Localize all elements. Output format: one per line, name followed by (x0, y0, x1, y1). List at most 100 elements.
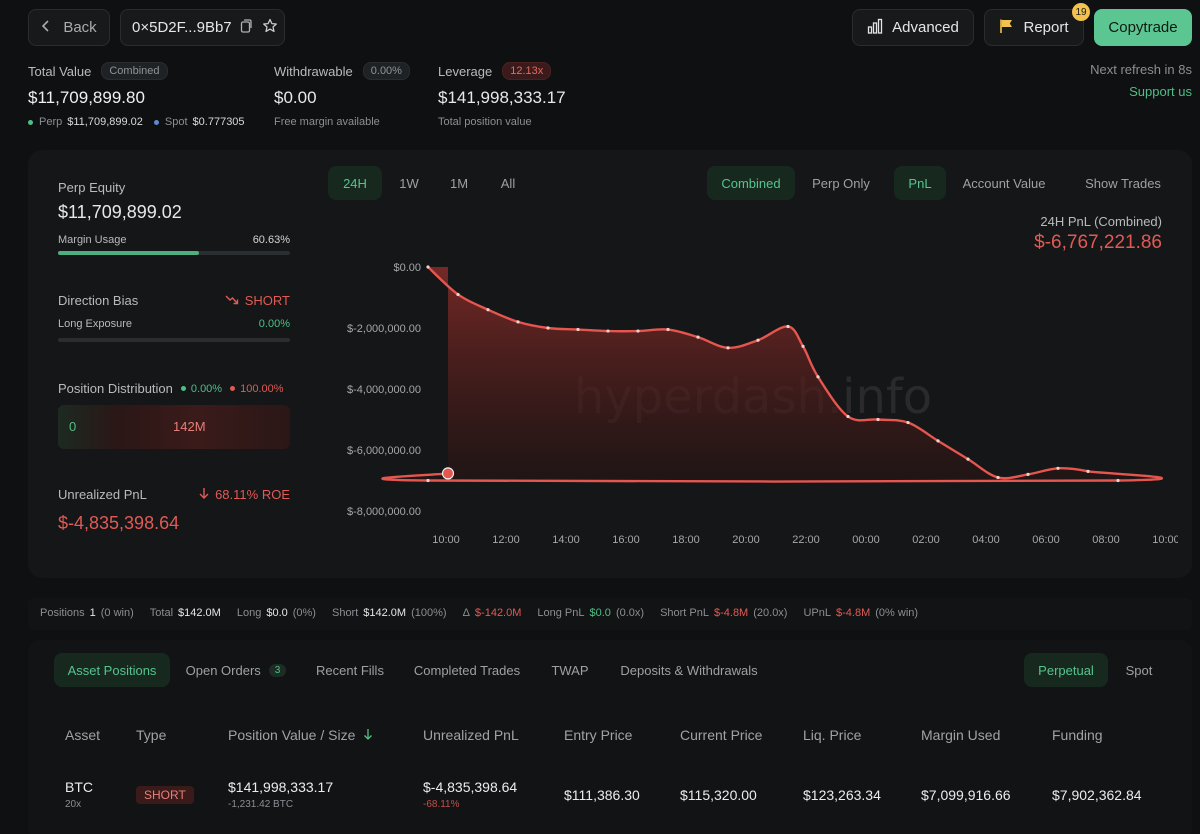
long-exposure-bar (58, 338, 290, 342)
row-leverage: 20x (65, 799, 82, 810)
col-liq-price[interactable]: Liq. Price (803, 727, 862, 743)
range-1w[interactable]: 1W (399, 175, 419, 191)
pnl-point (756, 338, 760, 342)
pnl-point (846, 414, 850, 419)
unrealized-pnl-label: Unrealized PnL (58, 487, 147, 502)
col-entry-price[interactable]: Entry Price (564, 727, 633, 743)
tab-recent-fills[interactable]: Recent Fills (316, 662, 384, 678)
col-unrealized-pnl[interactable]: Unrealized PnL (423, 727, 519, 743)
y-tick-label: $-6,000,000.00 (347, 445, 421, 457)
x-tick-label: 08:00 (1092, 534, 1120, 546)
pnl-point (426, 478, 430, 483)
tab-asset-positions[interactable]: Asset Positions (54, 653, 170, 687)
leverage-value: $141,998,333.17 (438, 88, 566, 107)
pnl-point (966, 457, 970, 461)
metric-pnl[interactable]: PnL (894, 166, 946, 200)
pnl-endpoint[interactable] (441, 467, 455, 480)
stat-short-pnl-x: (20.0x) (753, 607, 788, 619)
col-funding[interactable]: Funding (1052, 727, 1103, 743)
advanced-button[interactable]: Advanced (852, 9, 974, 46)
tab-open-orders[interactable]: Open Orders 3 (180, 653, 292, 687)
x-tick-label: 12:00 (492, 534, 520, 546)
perp-dot (28, 119, 33, 125)
stats-row: Positions 1 (0 win) Total $142.0M Long $… (40, 607, 918, 619)
withdrawable-label: Withdrawable (274, 63, 353, 79)
pnl-point (876, 417, 880, 422)
stat-total-label: Total (149, 607, 174, 619)
tab-completed-trades[interactable]: Completed Trades (413, 662, 521, 678)
report-button[interactable]: Report (984, 9, 1084, 46)
report-label: Report (1023, 19, 1069, 36)
support-link[interactable]: Support us (1129, 84, 1192, 99)
dist-long-value: 0 (69, 419, 77, 434)
long-dot (180, 386, 186, 391)
stat-upnl-win: (0% win) (875, 607, 919, 619)
stat-short-pnl-label: Short PnL (660, 607, 709, 619)
x-tick-label: 22:00 (792, 534, 820, 546)
advanced-label: Advanced (892, 19, 959, 36)
pnl-chart: hyperdash.info $0.00$-2,000,000.00$-4,00… (347, 262, 1178, 546)
positions-panel (28, 640, 1192, 834)
perp-label: Perp (39, 116, 63, 128)
col-position-value[interactable]: Position Value / Size (228, 727, 373, 743)
direction-bias-label: Direction Bias (58, 293, 139, 308)
range-24h[interactable]: 24H (328, 166, 382, 200)
row-upnl-pct: -68.11% (423, 799, 460, 810)
flag-icon (999, 18, 1015, 38)
row-size: -1,231.42 BTC (228, 799, 294, 810)
pnl-point (546, 326, 550, 330)
stat-positions-value: 1 (89, 607, 96, 619)
range-1m[interactable]: 1M (449, 175, 469, 191)
stat-positions-label: Positions (40, 607, 85, 619)
row-asset[interactable]: BTC (65, 779, 93, 795)
pnl-point (936, 439, 940, 443)
long-exposure-label: Long Exposure (58, 318, 132, 330)
leverage-sub: Total position value (438, 116, 532, 128)
col-position-value-label: Position Value / Size (228, 727, 356, 743)
position-distribution-label: Position Distribution (58, 381, 173, 396)
stat-total-value: $142.0M (178, 607, 221, 619)
tab-spot[interactable]: Spot (1125, 662, 1153, 678)
star-icon[interactable] (262, 18, 278, 38)
withdrawable-sub: Free margin available (274, 116, 380, 128)
spot-dot (153, 119, 159, 125)
col-current-price[interactable]: Current Price (680, 727, 763, 743)
pnl-point (1056, 466, 1060, 470)
metric-account-value[interactable]: Account Value (962, 175, 1046, 191)
pnl-point (606, 329, 610, 333)
row-margin-used: $7,099,916.66 (921, 787, 1011, 803)
unrealized-pnl-value: $-4,835,398.64 (58, 513, 180, 533)
tab-twap[interactable]: TWAP (551, 662, 589, 678)
withdrawable-value: $0.00 (274, 88, 317, 107)
address-chip[interactable]: 0×5D2F...9Bb7 (120, 9, 285, 46)
pnl-point (486, 308, 490, 312)
back-label: Back (63, 19, 97, 36)
show-trades-button[interactable]: Show Trades (1085, 175, 1161, 191)
tab-deposits-withdrawals[interactable]: Deposits & Withdrawals (620, 662, 758, 678)
margin-usage-fill (58, 251, 199, 255)
margin-usage-value: 60.63% (252, 234, 290, 246)
pnl-point (426, 265, 430, 269)
tab-perpetual[interactable]: Perpetual (1024, 653, 1108, 687)
pnl-point (636, 329, 640, 333)
refresh-text: Next refresh in 8s (1090, 62, 1192, 77)
row-entry-price: $111,386.30 (564, 787, 640, 803)
withdrawable-pill: 0.00% (362, 62, 410, 80)
pnl-point (696, 335, 700, 339)
perp-equity-label: Perp Equity (58, 180, 126, 195)
mode-combined[interactable]: Combined (707, 166, 795, 200)
mode-perp-only[interactable]: Perp Only (812, 175, 870, 191)
col-margin-used[interactable]: Margin Used (921, 727, 1001, 743)
range-all[interactable]: All (500, 175, 516, 191)
col-asset[interactable]: Asset (65, 727, 101, 743)
spot-label: Spot (164, 116, 188, 128)
position-distribution-header: Position Distribution 0.00% 100.00% (58, 381, 284, 396)
col-type[interactable]: Type (136, 727, 167, 743)
back-button[interactable]: Back (28, 9, 110, 46)
y-tick-label: $-4,000,000.00 (347, 384, 421, 396)
stat-long-value: $0.0 (266, 607, 288, 619)
pnl-point (1116, 478, 1120, 483)
arrow-down-icon (199, 487, 209, 502)
copytrade-button[interactable]: Copytrade (1094, 9, 1192, 46)
copy-icon[interactable] (240, 18, 252, 37)
